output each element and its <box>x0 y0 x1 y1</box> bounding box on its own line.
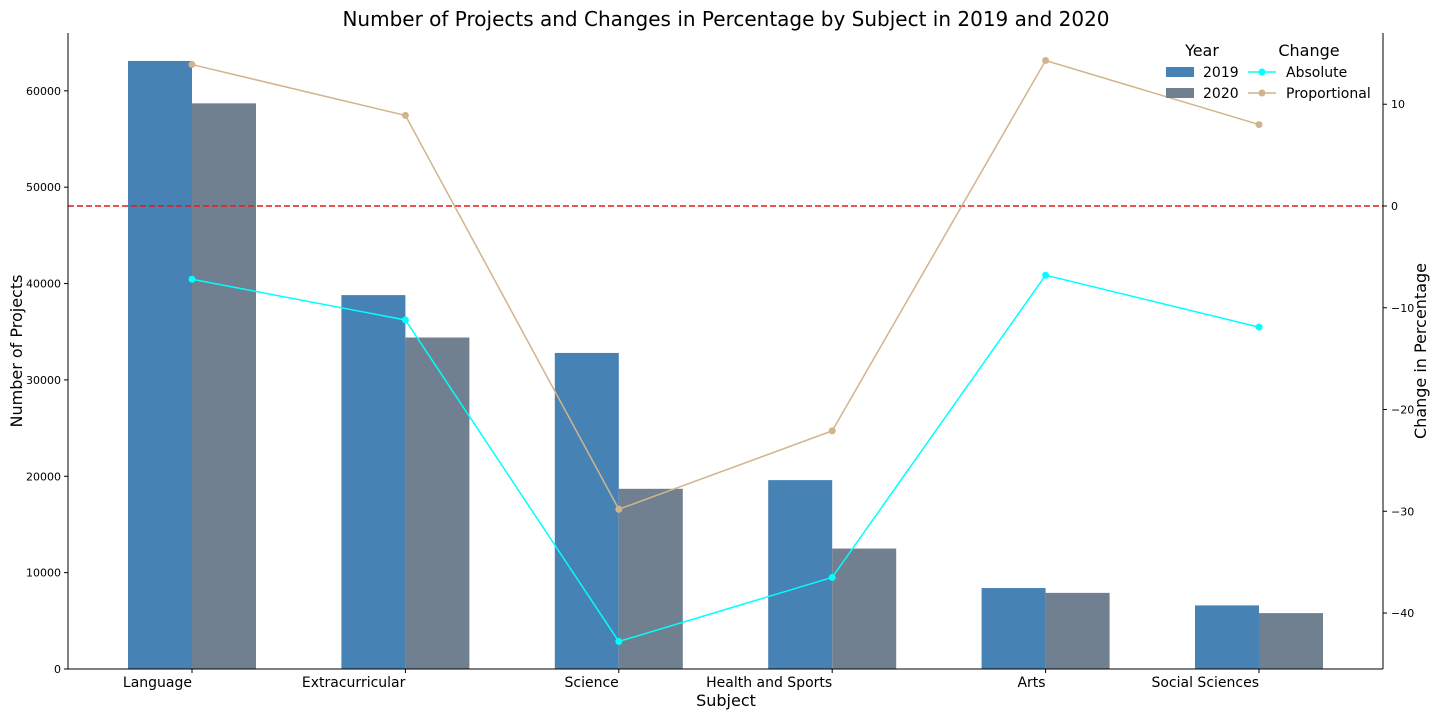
x-axis-label: Subject <box>696 691 756 710</box>
x-tick-label: Arts <box>1017 675 1045 691</box>
bar-2019-4 <box>981 588 1046 669</box>
bar-2019-1 <box>341 295 406 669</box>
bar-2020-2 <box>618 488 683 669</box>
point-proportional-5 <box>1255 121 1263 129</box>
legend-label-absolute: Absolute <box>1286 65 1347 81</box>
bar-2019-3 <box>768 480 833 669</box>
bar-2019-5 <box>1195 605 1259 669</box>
y-tick-label: 0 <box>54 663 61 676</box>
bar-2020-5 <box>1259 613 1323 669</box>
y-tick-label: 40000 <box>26 278 61 291</box>
bars-layer <box>128 60 1323 670</box>
bar-2020-3 <box>832 548 897 669</box>
point-absolute-1 <box>401 316 409 324</box>
point-absolute-3 <box>828 573 836 581</box>
x-tick-label: Language <box>123 675 192 691</box>
bar-2019-2 <box>554 352 619 669</box>
legend-swatch-2020 <box>1166 88 1194 98</box>
legend-marker-proportional <box>1258 89 1266 97</box>
x-tick-label: Social Sciences <box>1151 675 1259 691</box>
point-proportional-4 <box>1042 56 1050 64</box>
point-proportional-3 <box>828 427 836 435</box>
lines-layer <box>188 56 1263 646</box>
bar-2020-0 <box>192 103 256 669</box>
legend: Year 2019 2020 Change Absolute Proportional <box>1166 41 1371 102</box>
y-tick-label: 10000 <box>26 567 61 580</box>
point-absolute-4 <box>1042 271 1050 279</box>
legend-swatch-2019 <box>1166 67 1194 77</box>
x-tick-label: Science <box>565 675 619 691</box>
legend-label-2019: 2019 <box>1203 65 1239 81</box>
left-axis-ticks: 0 10000 20000 30000 40000 50000 60000 <box>26 85 68 676</box>
y-axis-label: Number of Projects <box>7 275 26 428</box>
y-right-tick-label: −40 <box>1391 607 1414 620</box>
y-right-tick-label: 10 <box>1391 98 1405 111</box>
y-axis-right-label: Change in Percentage <box>1411 263 1430 439</box>
point-absolute-5 <box>1255 323 1263 331</box>
point-proportional-1 <box>401 111 409 119</box>
category-axis-ticks: Language Extracurricular Science Health and… <box>123 669 1260 691</box>
point-proportional-0 <box>188 61 196 69</box>
bar-2019-0 <box>128 60 192 670</box>
line-proportional <box>191 59 1260 511</box>
point-absolute-2 <box>615 638 623 646</box>
point-absolute-0 <box>188 275 196 283</box>
y-tick-label: 50000 <box>26 181 61 194</box>
right-axis-ticks: −40 −30 −20 −10 0 10 <box>1383 98 1414 620</box>
legend-label-2020: 2020 <box>1203 86 1239 102</box>
y-right-tick-label: −20 <box>1391 404 1414 417</box>
legend-title-change: Change <box>1278 41 1339 60</box>
y-tick-label: 20000 <box>26 470 61 483</box>
line-absolute <box>191 274 1260 643</box>
axes-layer <box>67 33 1384 670</box>
legend-label-proportional: Proportional <box>1286 86 1371 102</box>
chart-title: Number of Projects and Changes in Percen… <box>342 7 1109 31</box>
legend-marker-absolute <box>1258 68 1266 76</box>
y-tick-label: 30000 <box>26 374 61 387</box>
y-right-tick-label: −10 <box>1391 302 1414 315</box>
y-tick-label: 60000 <box>26 85 61 98</box>
y-right-tick-label: 0 <box>1391 200 1398 213</box>
legend-title-year: Year <box>1184 41 1219 60</box>
point-proportional-2 <box>615 505 623 513</box>
y-right-tick-label: −30 <box>1391 505 1414 518</box>
x-tick-label: Extracurricular <box>302 675 406 691</box>
x-tick-label: Health and Sports <box>706 675 832 691</box>
bar-2020-1 <box>405 337 470 669</box>
bar-2020-4 <box>1045 592 1110 669</box>
